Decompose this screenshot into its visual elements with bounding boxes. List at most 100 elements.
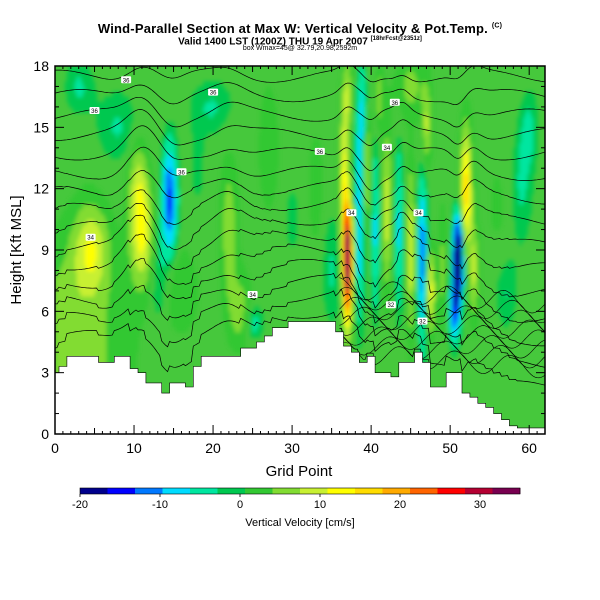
velocity-cell — [171, 214, 175, 220]
velocity-cell — [100, 270, 104, 277]
velocity-cell — [357, 275, 360, 282]
velocity-cell — [82, 265, 86, 272]
velocity-cell — [335, 239, 339, 246]
velocity-cell — [68, 321, 72, 328]
velocity-cell — [246, 285, 250, 292]
velocity-cell — [169, 311, 173, 318]
velocity-cell — [361, 137, 364, 144]
velocity-cell — [171, 178, 175, 185]
velocity-cell — [173, 306, 177, 312]
velocity-cell — [78, 234, 82, 241]
velocity-cell — [355, 204, 358, 210]
velocity-cell — [195, 301, 198, 307]
velocity-cell — [349, 183, 352, 190]
velocity-cell — [309, 183, 313, 190]
velocity-cell — [329, 234, 333, 241]
velocity-cell — [108, 285, 111, 292]
velocity-cell — [86, 96, 90, 103]
velocity-cell — [266, 127, 269, 134]
velocity-cell — [124, 214, 127, 220]
velocity-cell — [351, 71, 354, 77]
velocity-cell — [136, 270, 139, 277]
velocity-cell — [234, 311, 238, 318]
velocity-cell — [226, 326, 230, 333]
velocity-cell — [195, 106, 198, 113]
velocity-cell — [165, 209, 169, 215]
velocity-cell — [242, 306, 246, 312]
velocity-cell — [201, 132, 204, 139]
velocity-cell — [171, 158, 175, 164]
velocity-cell — [266, 101, 269, 108]
velocity-cell — [355, 316, 358, 323]
velocity-cell — [60, 224, 64, 231]
velocity-cell — [92, 224, 96, 231]
velocity-cell — [234, 285, 238, 292]
velocity-cell — [193, 296, 196, 302]
velocity-cell — [361, 91, 364, 98]
velocity-cell — [175, 152, 179, 159]
velocity-cell — [145, 147, 149, 154]
velocity-cell — [349, 101, 352, 108]
velocity-cell — [313, 178, 317, 185]
velocity-cell — [112, 306, 115, 312]
velocity-cell — [100, 301, 104, 307]
velocity-cell — [98, 224, 102, 231]
velocity-cell — [359, 183, 362, 190]
velocity-cell — [228, 285, 232, 292]
velocity-cell — [234, 173, 238, 180]
velocity-cell — [106, 331, 109, 338]
velocity-cell — [309, 193, 313, 200]
velocity-cell — [175, 311, 179, 318]
velocity-cell — [230, 342, 234, 348]
velocity-cell — [108, 147, 111, 154]
velocity-cell — [143, 178, 147, 185]
velocity-cell — [343, 86, 347, 93]
velocity-cell — [181, 290, 185, 297]
velocity-cell — [122, 326, 125, 333]
velocity-cell — [213, 127, 216, 134]
velocity-cell — [220, 250, 224, 256]
velocity-cell — [98, 321, 102, 328]
velocity-cell — [268, 173, 271, 180]
velocity-cell — [74, 71, 78, 77]
velocity-cell — [367, 188, 370, 195]
velocity-cell — [94, 198, 98, 205]
velocity-cell — [226, 163, 230, 169]
velocity-cell — [353, 280, 356, 287]
velocity-cell — [361, 275, 364, 282]
velocity-cell — [222, 285, 226, 292]
velocity-cell — [222, 255, 226, 261]
velocity-cell — [68, 76, 72, 82]
velocity-cell — [228, 163, 232, 169]
velocity-cell — [56, 326, 60, 333]
velocity-cell — [137, 214, 141, 220]
velocity-cell — [341, 173, 345, 180]
velocity-cell — [104, 137, 107, 144]
velocity-cell — [130, 265, 133, 272]
velocity-cell — [185, 311, 188, 318]
velocity-cell — [66, 301, 70, 307]
velocity-cell — [232, 158, 236, 164]
velocity-cell — [86, 250, 90, 256]
velocity-cell — [128, 239, 131, 246]
velocity-cell — [68, 306, 72, 312]
velocity-cell — [193, 142, 196, 149]
velocity-cell — [76, 198, 80, 205]
velocity-cell — [382, 158, 386, 164]
velocity-cell — [377, 193, 380, 200]
velocity-cell — [351, 86, 354, 93]
velocity-cell — [268, 86, 271, 93]
velocity-cell — [98, 101, 102, 108]
velocity-cell — [185, 260, 188, 266]
velocity-cell — [345, 193, 349, 200]
velocity-cell — [173, 234, 177, 241]
velocity-cell — [104, 255, 107, 261]
velocity-cell — [187, 275, 190, 282]
velocity-cell — [258, 147, 262, 154]
velocity-cell — [132, 250, 135, 256]
velocity-cell — [78, 306, 82, 312]
velocity-cell — [149, 168, 153, 174]
velocity-cell — [325, 260, 329, 266]
velocity-cell — [199, 152, 202, 159]
velocity-cell — [130, 178, 133, 185]
